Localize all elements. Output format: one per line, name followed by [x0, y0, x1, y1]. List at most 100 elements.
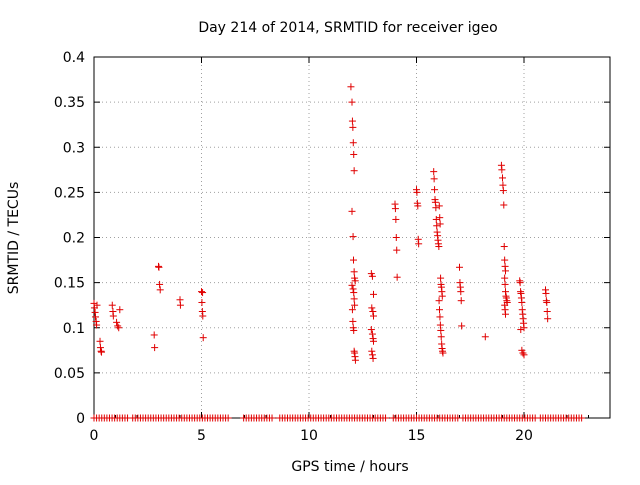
- x-axis-label: GPS time / hours: [291, 459, 408, 475]
- data-point: [501, 256, 509, 264]
- data-point: [520, 324, 528, 332]
- data-point: [348, 207, 356, 215]
- data-point: [350, 268, 358, 276]
- x-tick-label: 15: [408, 428, 426, 444]
- data-point: [268, 414, 276, 422]
- data-point: [96, 337, 104, 345]
- data-point: [349, 139, 357, 147]
- data-point: [198, 288, 205, 296]
- data-point: [349, 123, 357, 131]
- data-point: [430, 168, 438, 176]
- data-point: [368, 330, 376, 338]
- data-point: [456, 263, 463, 271]
- data-point: [578, 414, 586, 422]
- data-point: [437, 274, 445, 282]
- y-tick-label: 0.05: [54, 366, 85, 382]
- data-point: [351, 301, 359, 309]
- data-point: [519, 349, 527, 357]
- data-point: [502, 267, 510, 275]
- data-point: [155, 263, 163, 271]
- data-point: [393, 246, 401, 254]
- plot-frame: [93, 56, 611, 419]
- data-point: [92, 313, 100, 321]
- data-point: [501, 280, 509, 288]
- data-point: [351, 277, 359, 285]
- data-point: [349, 317, 357, 325]
- data-point: [437, 326, 445, 334]
- y-axis-ticks: 0 0.05 0.1 0.15 0.2 0.25 0.3 0.35 0.4: [54, 50, 610, 427]
- data-point: [501, 274, 509, 282]
- data-points: [90, 83, 586, 422]
- data-point: [435, 202, 443, 210]
- chart-title: Day 214 of 2014, SRMTID for receiver ige…: [198, 20, 497, 36]
- data-point: [457, 288, 465, 296]
- y-tick-label: 0: [76, 411, 85, 427]
- y-axis-label: SRMTID / TECUs: [6, 182, 22, 295]
- data-point: [391, 205, 399, 213]
- data-point: [350, 150, 358, 158]
- data-point: [109, 312, 117, 320]
- data-point: [520, 351, 528, 359]
- data-point: [413, 188, 421, 196]
- data-point: [198, 298, 206, 306]
- data-point: [351, 356, 359, 364]
- gridlines: [94, 57, 610, 418]
- data-point: [347, 83, 355, 91]
- data-point: [199, 312, 207, 320]
- data-point: [350, 167, 358, 175]
- data-point: [500, 201, 508, 209]
- data-point: [115, 324, 123, 332]
- data-point: [369, 308, 377, 316]
- y-tick-label: 0.25: [54, 185, 85, 201]
- data-point: [349, 233, 357, 241]
- data-point: [350, 256, 358, 264]
- data-point: [544, 315, 552, 323]
- data-point: [500, 243, 508, 251]
- data-point: [368, 351, 376, 359]
- data-point: [369, 354, 377, 362]
- data-point: [481, 333, 489, 341]
- data-point: [432, 215, 440, 223]
- data-point: [438, 292, 446, 300]
- data-point: [458, 322, 466, 330]
- data-point: [368, 347, 376, 355]
- data-point: [430, 175, 438, 183]
- data-point: [349, 285, 357, 293]
- data-point: [108, 301, 116, 309]
- data-point: [368, 272, 376, 280]
- x-tick-label: 0: [90, 428, 99, 444]
- data-point: [392, 234, 400, 241]
- data-point: [439, 349, 447, 357]
- data-point: [502, 310, 510, 318]
- data-point: [156, 280, 164, 288]
- data-point: [350, 295, 358, 303]
- data-point: [93, 301, 101, 309]
- data-point: [348, 98, 356, 106]
- data-point: [517, 326, 525, 334]
- data-point: [435, 243, 443, 251]
- data-point: [499, 187, 507, 195]
- data-point: [348, 281, 356, 289]
- data-point: [542, 289, 550, 297]
- data-point: [516, 279, 524, 287]
- y-tick-label: 0.3: [63, 140, 85, 156]
- data-point: [432, 204, 440, 212]
- data-point: [457, 297, 465, 305]
- data-point: [543, 308, 551, 316]
- data-point: [436, 313, 444, 321]
- data-point: [151, 344, 159, 352]
- y-tick-label: 0.1: [63, 321, 85, 337]
- data-point: [435, 297, 443, 305]
- data-point: [543, 298, 551, 306]
- data-point: [499, 174, 506, 182]
- axes: [93, 56, 611, 419]
- data-point: [116, 306, 124, 314]
- y-tick-label: 0.15: [54, 276, 85, 292]
- data-point: [437, 333, 445, 341]
- data-point: [370, 337, 377, 345]
- data-point: [436, 306, 444, 314]
- data-point: [368, 304, 376, 312]
- data-point: [350, 326, 358, 334]
